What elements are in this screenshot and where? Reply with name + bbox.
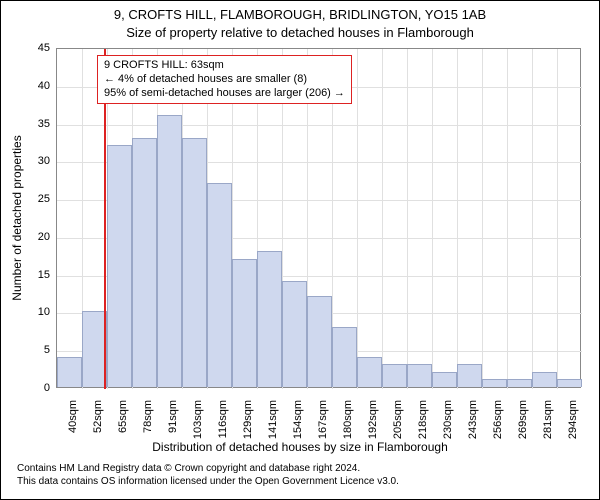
gridline-vertical <box>482 49 483 389</box>
histogram-bar <box>482 379 507 387</box>
histogram-bar <box>307 296 332 387</box>
gridline-vertical <box>407 49 408 389</box>
histogram-bar <box>357 357 382 387</box>
histogram-bar <box>182 138 207 387</box>
histogram-bar <box>507 379 532 387</box>
histogram-bar <box>382 364 407 387</box>
x-tick-label: 180sqm <box>342 400 354 439</box>
histogram-bar <box>107 145 132 387</box>
x-tick-label: 65sqm <box>117 400 129 433</box>
x-tick-label: 129sqm <box>242 400 254 439</box>
x-tick-label: 281sqm <box>542 400 554 439</box>
credits-text: Contains HM Land Registry data © Crown c… <box>17 462 399 488</box>
credits-line2: This data contains OS information licens… <box>17 475 399 488</box>
histogram-bar <box>257 251 282 387</box>
credits-line1: Contains HM Land Registry data © Crown c… <box>17 462 399 475</box>
x-tick-label: 205sqm <box>392 400 404 439</box>
x-tick-label: 154sqm <box>292 400 304 439</box>
x-tick-label: 141sqm <box>267 400 279 439</box>
histogram-bar <box>157 115 182 387</box>
gridline-vertical <box>457 49 458 389</box>
histogram-bar <box>207 183 232 387</box>
annotation-box: 9 CROFTS HILL: 63sqm← 4% of detached hou… <box>97 55 352 104</box>
annotation-line1: 9 CROFTS HILL: 63sqm <box>104 59 345 73</box>
histogram-bar <box>82 311 107 387</box>
chart-container: 9, CROFTS HILL, FLAMBOROUGH, BRIDLINGTON… <box>0 0 600 500</box>
chart-title-line1: 9, CROFTS HILL, FLAMBOROUGH, BRIDLINGTON… <box>1 7 599 22</box>
histogram-bar <box>132 138 157 387</box>
gridline-vertical <box>532 49 533 389</box>
gridline-vertical <box>357 49 358 389</box>
x-tick-label: 78sqm <box>142 400 154 433</box>
y-tick-label: 5 <box>44 344 50 356</box>
y-tick-label: 20 <box>38 231 50 243</box>
y-tick-label: 30 <box>38 155 50 167</box>
histogram-bar <box>432 372 457 387</box>
x-tick-label: 192sqm <box>367 400 379 439</box>
x-tick-label: 40sqm <box>67 400 79 433</box>
y-tick-label: 15 <box>38 269 50 281</box>
histogram-bar <box>332 327 357 387</box>
histogram-bar <box>557 379 582 387</box>
y-tick-label: 40 <box>38 80 50 92</box>
x-tick-label: 256sqm <box>492 400 504 439</box>
x-tick-label: 91sqm <box>167 400 179 433</box>
x-tick-label: 167sqm <box>317 400 329 439</box>
y-tick-label: 0 <box>44 382 50 394</box>
x-tick-label: 52sqm <box>92 400 104 433</box>
chart-title-line2: Size of property relative to detached ho… <box>1 25 599 40</box>
y-axis-label: Number of detached properties <box>10 135 24 300</box>
gridline-vertical <box>382 49 383 389</box>
plot-area: 9 CROFTS HILL: 63sqm← 4% of detached hou… <box>56 48 581 388</box>
y-tick-label: 25 <box>38 193 50 205</box>
histogram-bar <box>282 281 307 387</box>
y-tick-label: 10 <box>38 306 50 318</box>
histogram-bar <box>57 357 82 387</box>
gridline-vertical <box>432 49 433 389</box>
x-tick-label: 294sqm <box>567 400 579 439</box>
histogram-bar <box>407 364 432 387</box>
x-tick-label: 218sqm <box>417 400 429 439</box>
histogram-bar <box>232 259 257 387</box>
gridline-horizontal <box>57 125 582 126</box>
annotation-line2: ← 4% of detached houses are smaller (8) <box>104 73 345 87</box>
x-tick-label: 230sqm <box>442 400 454 439</box>
x-tick-label: 269sqm <box>517 400 529 439</box>
x-tick-label: 103sqm <box>192 400 204 439</box>
x-axis-label: Distribution of detached houses by size … <box>1 440 599 454</box>
x-tick-label: 243sqm <box>467 400 479 439</box>
histogram-bar <box>457 364 482 387</box>
y-tick-label: 35 <box>38 118 50 130</box>
y-tick-label: 45 <box>38 42 50 54</box>
gridline-vertical <box>557 49 558 389</box>
x-tick-label: 116sqm <box>217 400 229 438</box>
gridline-vertical <box>507 49 508 389</box>
annotation-line3: 95% of semi-detached houses are larger (… <box>104 87 345 101</box>
histogram-bar <box>532 372 557 387</box>
